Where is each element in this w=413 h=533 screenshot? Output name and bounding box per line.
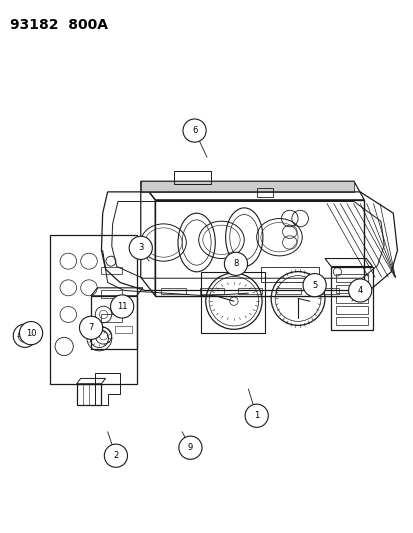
Circle shape: [19, 321, 43, 345]
Text: 93182  800A: 93182 800A: [10, 18, 108, 32]
Text: 4: 4: [357, 286, 362, 295]
Polygon shape: [140, 181, 353, 192]
Circle shape: [183, 119, 206, 142]
Circle shape: [79, 316, 102, 340]
Circle shape: [129, 236, 152, 260]
Text: 5: 5: [311, 281, 316, 289]
Circle shape: [244, 404, 268, 427]
Text: 6: 6: [192, 126, 197, 135]
Circle shape: [178, 436, 202, 459]
Text: 10: 10: [26, 329, 36, 337]
Text: 1: 1: [254, 411, 259, 420]
Circle shape: [348, 279, 371, 302]
Circle shape: [302, 273, 325, 297]
Text: 3: 3: [138, 244, 143, 252]
Text: 7: 7: [88, 324, 93, 332]
Circle shape: [110, 295, 133, 318]
Text: 9: 9: [188, 443, 192, 452]
Text: 2: 2: [113, 451, 118, 460]
Text: 11: 11: [116, 302, 127, 311]
Text: 8: 8: [233, 260, 238, 268]
Circle shape: [104, 444, 127, 467]
Circle shape: [224, 252, 247, 276]
